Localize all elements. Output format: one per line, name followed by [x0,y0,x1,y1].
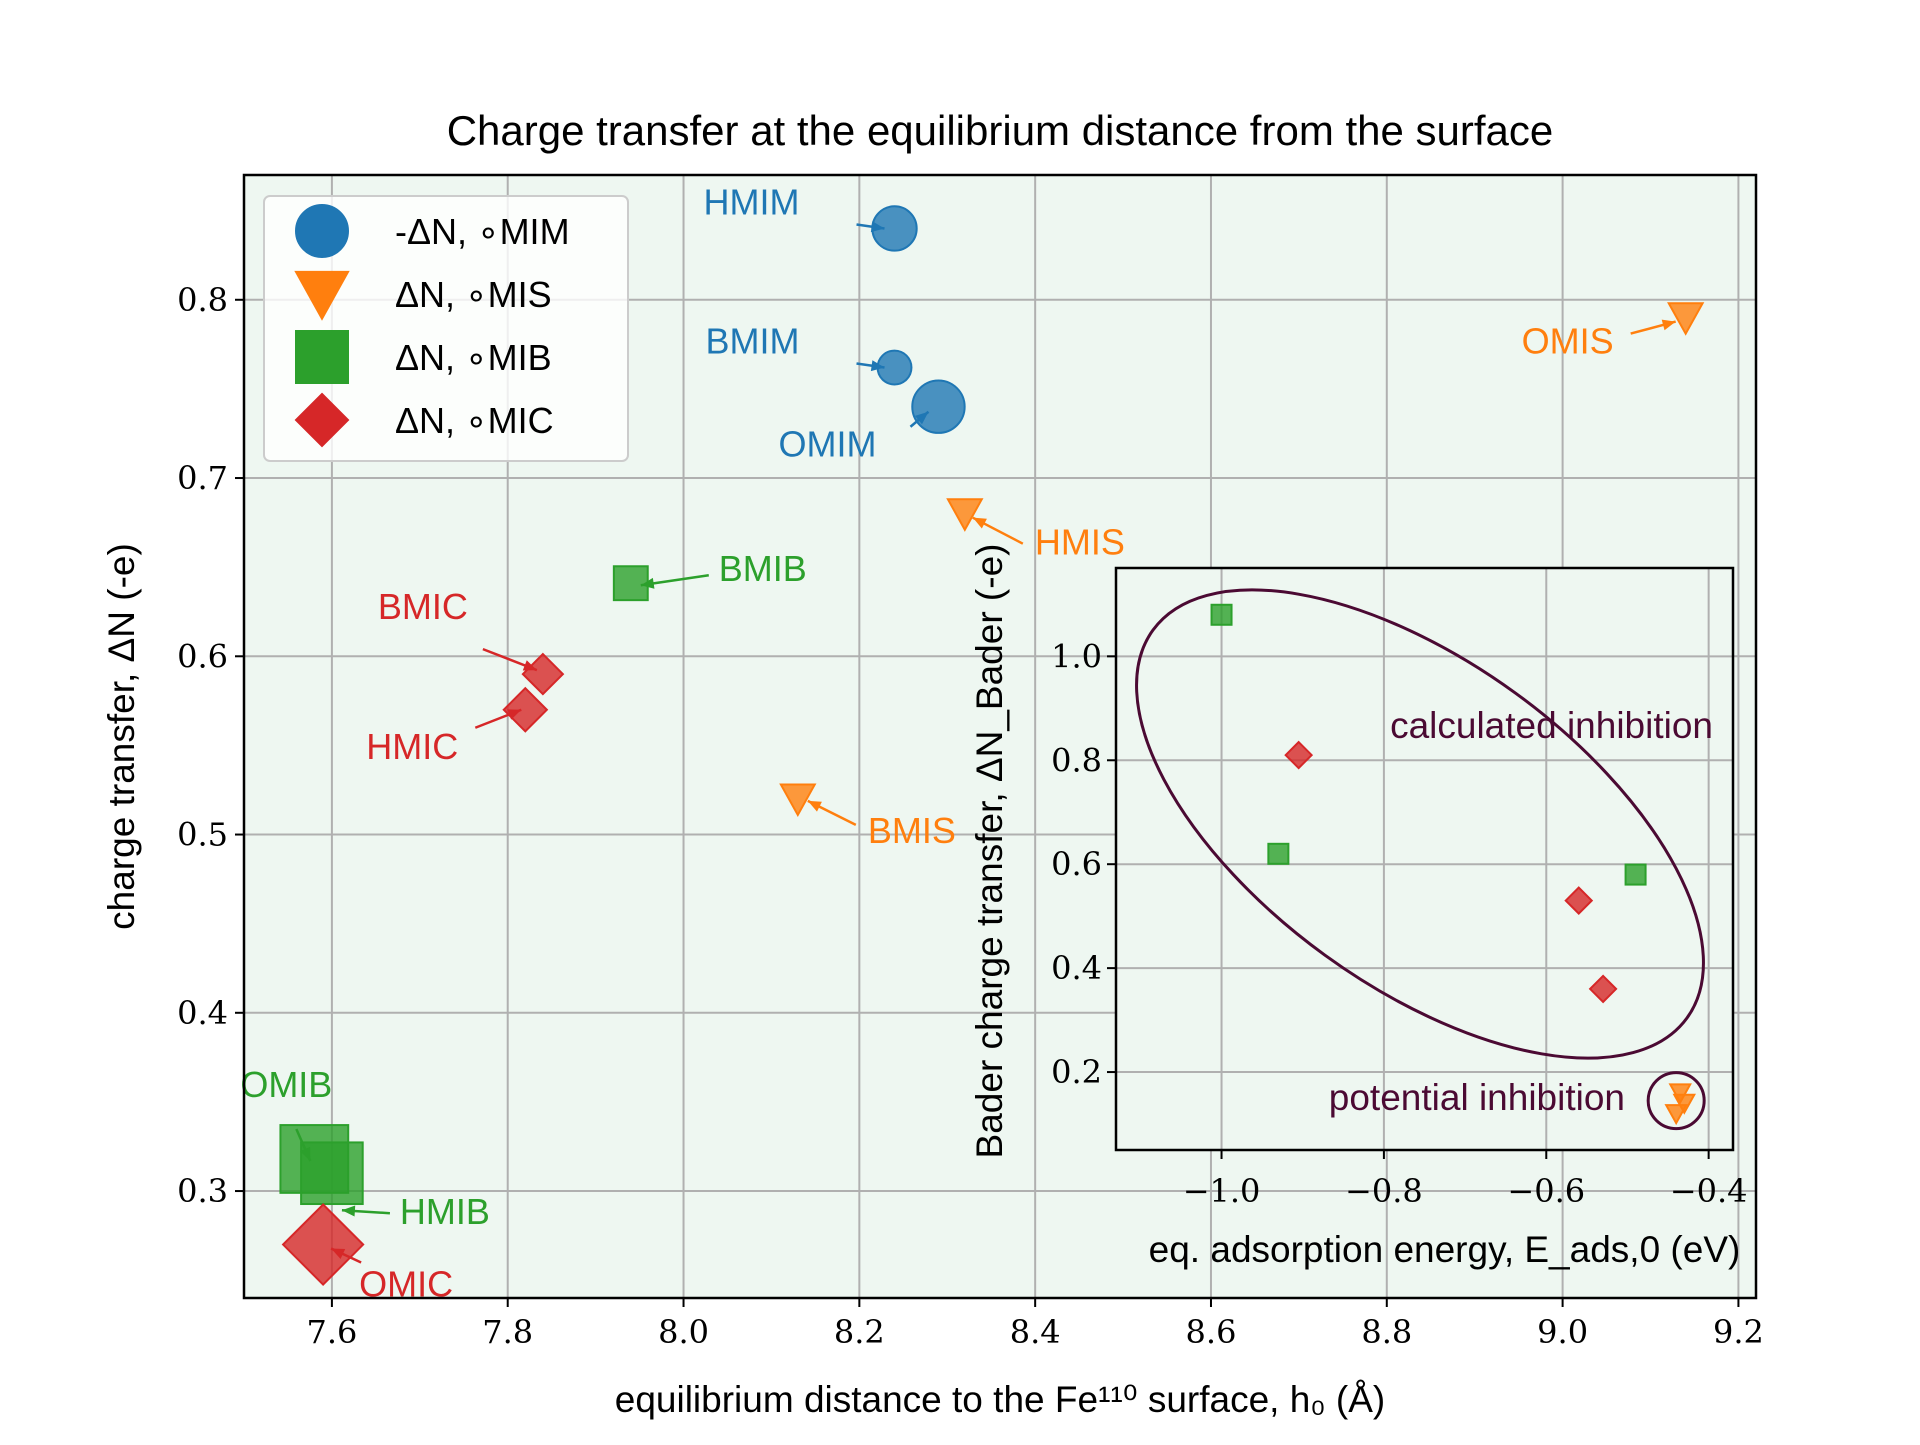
inset-data-point-mis [1664,1104,1688,1126]
legend-label: ΔN, ∘MIB [395,337,552,378]
legend-box [263,195,629,462]
legend-marker-circle [295,204,349,258]
label-arrow-hmis-head [972,517,987,529]
inset-y-tick-label: 0.4 [1051,949,1102,987]
legend-marker-diamond [294,392,350,448]
label-arrow-omib-head [300,1146,311,1161]
label-arrow-omim-head [914,411,929,425]
inset-y-axis-label: Bader charge transfer, ΔN_Bader (-e) [969,544,1010,1159]
x-tick-label: 9.0 [1537,1313,1588,1351]
x-tick-label: 8.8 [1361,1313,1412,1351]
x-axis-label: equilibrium distance to the Fe¹¹⁰ surfac… [615,1379,1386,1420]
label-arrow-hmim-head [870,221,885,233]
inset-x-tick-label: −0.8 [1345,1172,1423,1210]
label-arrow-hmic-head [507,709,522,720]
inset-data-point-mis [1668,1083,1692,1105]
data-point-omis [1667,302,1705,336]
legend-label: ΔN, ∘MIC [395,400,554,441]
label-arrow-bmim-head [870,360,885,372]
point-label-bmim: BMIM [706,321,800,362]
inset-data-point-mic [1564,886,1594,915]
inset-annotation-calculated: calculated inhibition [1390,705,1713,746]
y-axis-label: charge transfer, ΔN (-e) [101,543,142,930]
point-label-omib: OMIB [240,1064,332,1105]
inset-data-point-mib [1624,863,1647,886]
data-point-hmic [502,686,549,733]
inset-x-axis-label: eq. adsorption energy, E_ads,0 (eV) [1149,1229,1741,1270]
x-tick-label: 8.2 [834,1313,885,1351]
inset-y-tick-label: 0.2 [1051,1053,1102,1091]
point-label-bmis: BMIS [868,810,956,851]
data-point-hmib [300,1141,364,1206]
plot-frame [242,173,1758,1300]
y-tick-label: 0.6 [177,637,228,675]
data-point-omic [281,1203,365,1286]
inset-background [1116,568,1733,1150]
inset-x-tick-label: −0.4 [1670,1172,1748,1210]
y-tick-label: 0.8 [177,281,228,319]
point-label-omim: OMIM [778,424,876,465]
inset-data-point-mic [1284,740,1314,770]
y-tick-label: 0.7 [177,459,228,497]
inset-y-tick-label: 0.8 [1051,741,1102,779]
inset-x-tick-label: −1.0 [1183,1172,1261,1210]
point-label-bmib: BMIB [719,548,807,589]
data-point-bmis [779,783,817,818]
inset-data-point-mib [1267,842,1290,865]
data-point-hmis [946,498,984,532]
label-arrow-bmib-head [640,577,655,589]
point-label-hmic: HMIC [366,726,458,767]
label-arrow-hmib-head [341,1205,356,1217]
inset-y-tick-label: 0.6 [1051,845,1102,883]
x-tick-label: 9.2 [1713,1313,1764,1351]
inset-data-point-mib [1210,603,1233,626]
x-tick-label: 8.6 [1186,1313,1237,1351]
label-arrow-omis-head [1661,319,1676,331]
y-tick-label: 0.5 [177,816,228,854]
inset-frame [1114,566,1735,1152]
point-label-hmim: HMIM [704,181,800,222]
inset-annotation-potential: potential inhibition [1329,1077,1625,1118]
legend-label: ΔN, ∘MIS [395,274,552,315]
y-tick-label: 0.3 [177,1172,228,1210]
potential-inhibition-ellipse [1646,1071,1706,1131]
point-label-omis: OMIS [1522,321,1614,362]
legend-marker-triangle-down [294,270,350,321]
y-tick-label: 0.4 [177,994,228,1032]
inset-y-tick-label: 1.0 [1051,637,1102,675]
legend-label: -ΔN, ∘MIM [395,211,570,252]
label-arrow-bmic-head [522,660,537,671]
x-tick-label: 7.6 [306,1313,357,1351]
x-tick-label: 8.4 [1010,1313,1061,1351]
point-label-bmic: BMIC [378,586,468,627]
data-point-bmib [612,565,649,602]
legend-marker-square [295,330,349,384]
inset-x-tick-label: −0.6 [1507,1172,1585,1210]
chart-title: Charge transfer at the equilibrium dista… [447,107,1554,154]
label-arrow-bmis-head [807,800,822,812]
x-tick-label: 7.8 [482,1313,533,1351]
point-label-hmib: HMIB [400,1191,490,1232]
x-tick-label: 8.0 [658,1313,709,1351]
inset-data-point-mic [1588,974,1618,1004]
point-label-hmis: HMIS [1035,522,1125,563]
data-point-omim [911,379,966,434]
label-arrow-omic-head [331,1248,346,1260]
